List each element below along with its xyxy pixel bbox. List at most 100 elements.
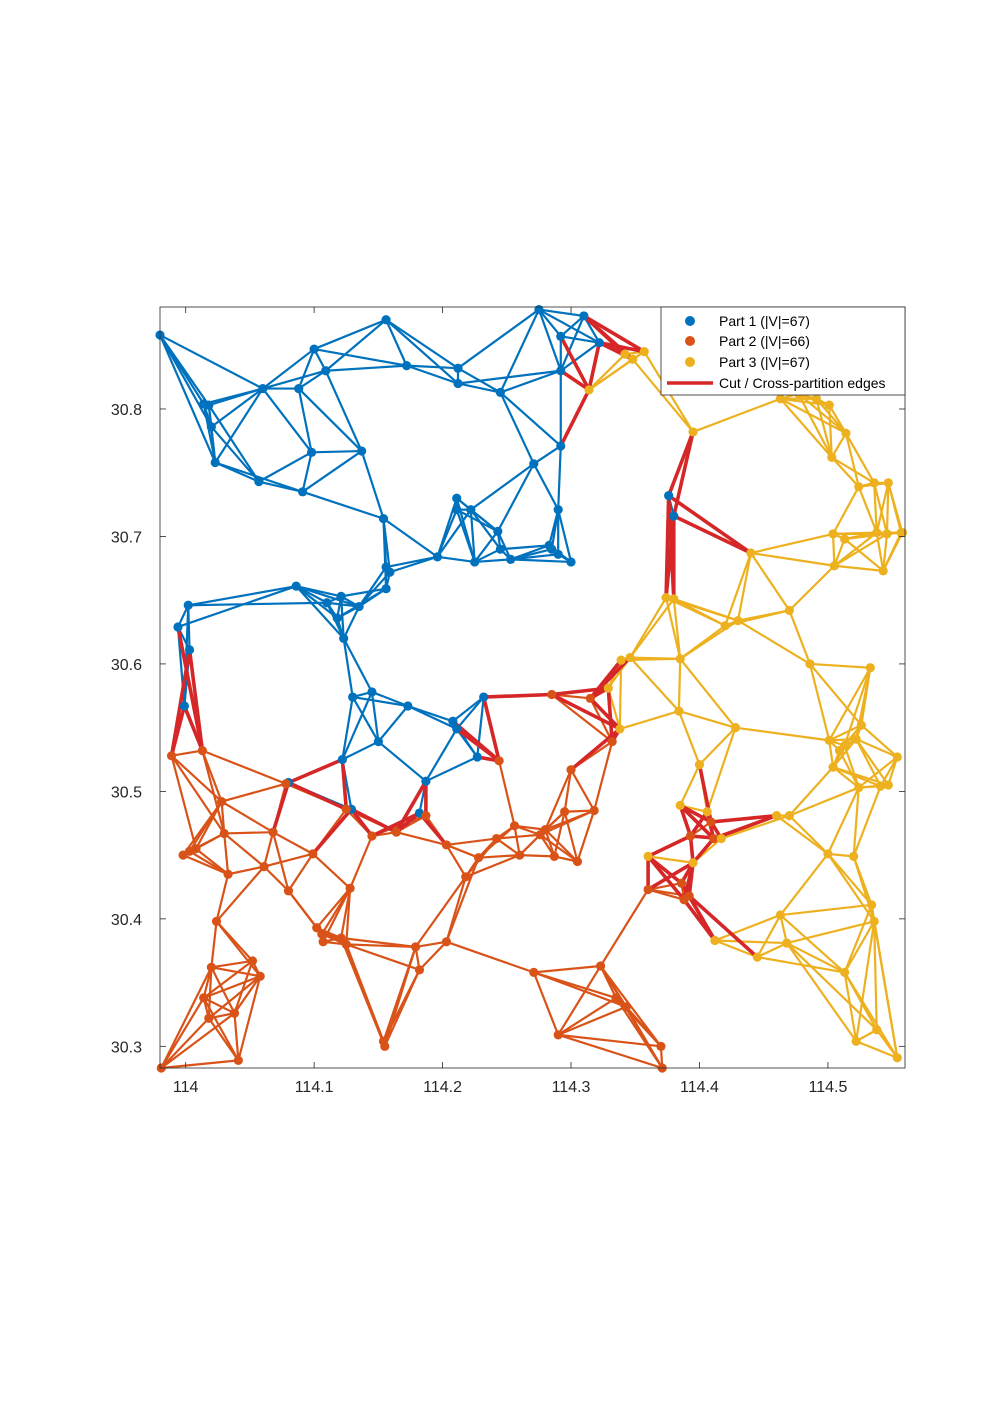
edge-part-1: [313, 347, 407, 367]
edge-part-2: [557, 965, 602, 1036]
edge-part-1: [559, 315, 585, 372]
edge-part-3: [665, 597, 682, 660]
edge-part-3: [786, 920, 875, 945]
edge-part-1: [532, 463, 560, 511]
edge-part-1: [340, 587, 387, 598]
edge-part-2: [312, 853, 351, 890]
edge-part-1: [469, 509, 476, 563]
edge-part-1: [188, 601, 328, 607]
point-part-1: [173, 622, 183, 632]
edge-part-2: [224, 831, 274, 835]
edge-part-3: [860, 724, 899, 758]
cut-edge: [606, 688, 614, 742]
edge-part-2: [223, 832, 265, 868]
edge-part-3: [855, 921, 876, 1042]
edge-part-2: [445, 844, 467, 878]
edge-part-1: [301, 450, 363, 493]
edge-part-3: [736, 552, 752, 621]
point-part-3: [840, 967, 850, 977]
point-part-1: [373, 737, 383, 747]
edge-part-2: [211, 959, 253, 969]
point-part-3: [869, 478, 879, 488]
point-part-3: [688, 858, 698, 868]
edge-part-1: [360, 450, 385, 519]
point-part-3: [616, 655, 626, 665]
edge-part-3: [873, 482, 878, 533]
edge-part-3: [797, 393, 833, 458]
edge-part-2: [563, 811, 579, 862]
legend-box: [660, 306, 906, 396]
edge-part-3: [834, 564, 884, 572]
point-part-1: [336, 591, 346, 601]
edge-part-3: [679, 658, 737, 729]
edge-part-2: [263, 852, 314, 868]
edge-part-3: [788, 766, 834, 817]
cut-edge: [311, 808, 353, 856]
edge-part-2: [539, 833, 579, 863]
cut-edge: [455, 727, 501, 763]
edge-part-2: [340, 936, 416, 948]
cut-edge: [287, 780, 348, 811]
point-part-2: [317, 929, 327, 939]
point-part-3: [625, 652, 635, 663]
point-part-1: [432, 552, 443, 562]
edge-part-2: [557, 1033, 663, 1070]
edge-part-1: [342, 606, 361, 639]
edge-part-3: [779, 398, 833, 459]
edge-part-2: [161, 1059, 239, 1070]
edge-part-2: [553, 811, 566, 857]
edge-part-1: [473, 530, 499, 563]
edge-part-1: [425, 755, 478, 783]
cut-edge: [688, 894, 759, 959]
edge-part-2: [495, 837, 521, 857]
point-part-2: [312, 923, 322, 933]
point-part-3: [875, 781, 886, 791]
edge-part-3: [714, 939, 758, 959]
edge-part-3: [756, 914, 782, 958]
point-part-1: [332, 613, 342, 623]
cut-edge: [582, 314, 646, 354]
point-part-1: [254, 477, 264, 487]
point-part-1: [448, 716, 458, 726]
point-part-1: [544, 540, 554, 550]
cut-edge: [646, 855, 686, 901]
point-part-3: [784, 811, 794, 821]
edge-part-2: [203, 975, 261, 999]
point-part-2: [166, 751, 177, 761]
point-part-3: [746, 548, 756, 558]
point-part-1: [479, 692, 489, 702]
legend-label-cut-edges: Cut / Cross-partition edges: [719, 375, 886, 391]
edge-part-3: [714, 914, 781, 942]
edge-part-1: [203, 387, 264, 405]
point-part-3: [851, 734, 861, 744]
edge-part-1: [261, 387, 313, 453]
edge-part-3: [855, 738, 898, 758]
edge-part-3: [843, 538, 884, 572]
y-tick-label: 30.4: [111, 912, 142, 929]
point-part-2: [197, 745, 207, 756]
edge-part-1: [371, 690, 409, 708]
edge-part-2: [446, 843, 479, 859]
point-part-3: [811, 394, 821, 404]
edge-part-2: [445, 857, 480, 943]
edge-part-2: [593, 741, 614, 811]
edge-part-3: [843, 745, 860, 788]
point-part-3: [865, 663, 875, 673]
point-part-2: [199, 993, 209, 1003]
edge-part-1: [496, 463, 535, 532]
point-part-3: [867, 900, 877, 910]
point-part-1: [553, 505, 563, 515]
point-part-1: [529, 459, 539, 469]
edge-part-1: [295, 585, 360, 608]
point-part-2: [391, 827, 401, 837]
edge-part-2: [383, 946, 417, 1047]
edge-part-2: [195, 832, 225, 850]
point-part-3: [823, 849, 833, 859]
edge-part-1: [436, 509, 458, 558]
edge-part-1: [352, 695, 409, 708]
cut-edge: [169, 705, 187, 757]
y-tick-label: 30.8: [111, 402, 142, 419]
edge-part-2: [160, 997, 205, 1069]
edge-part-3: [678, 710, 736, 729]
edge-part-1: [159, 334, 213, 428]
